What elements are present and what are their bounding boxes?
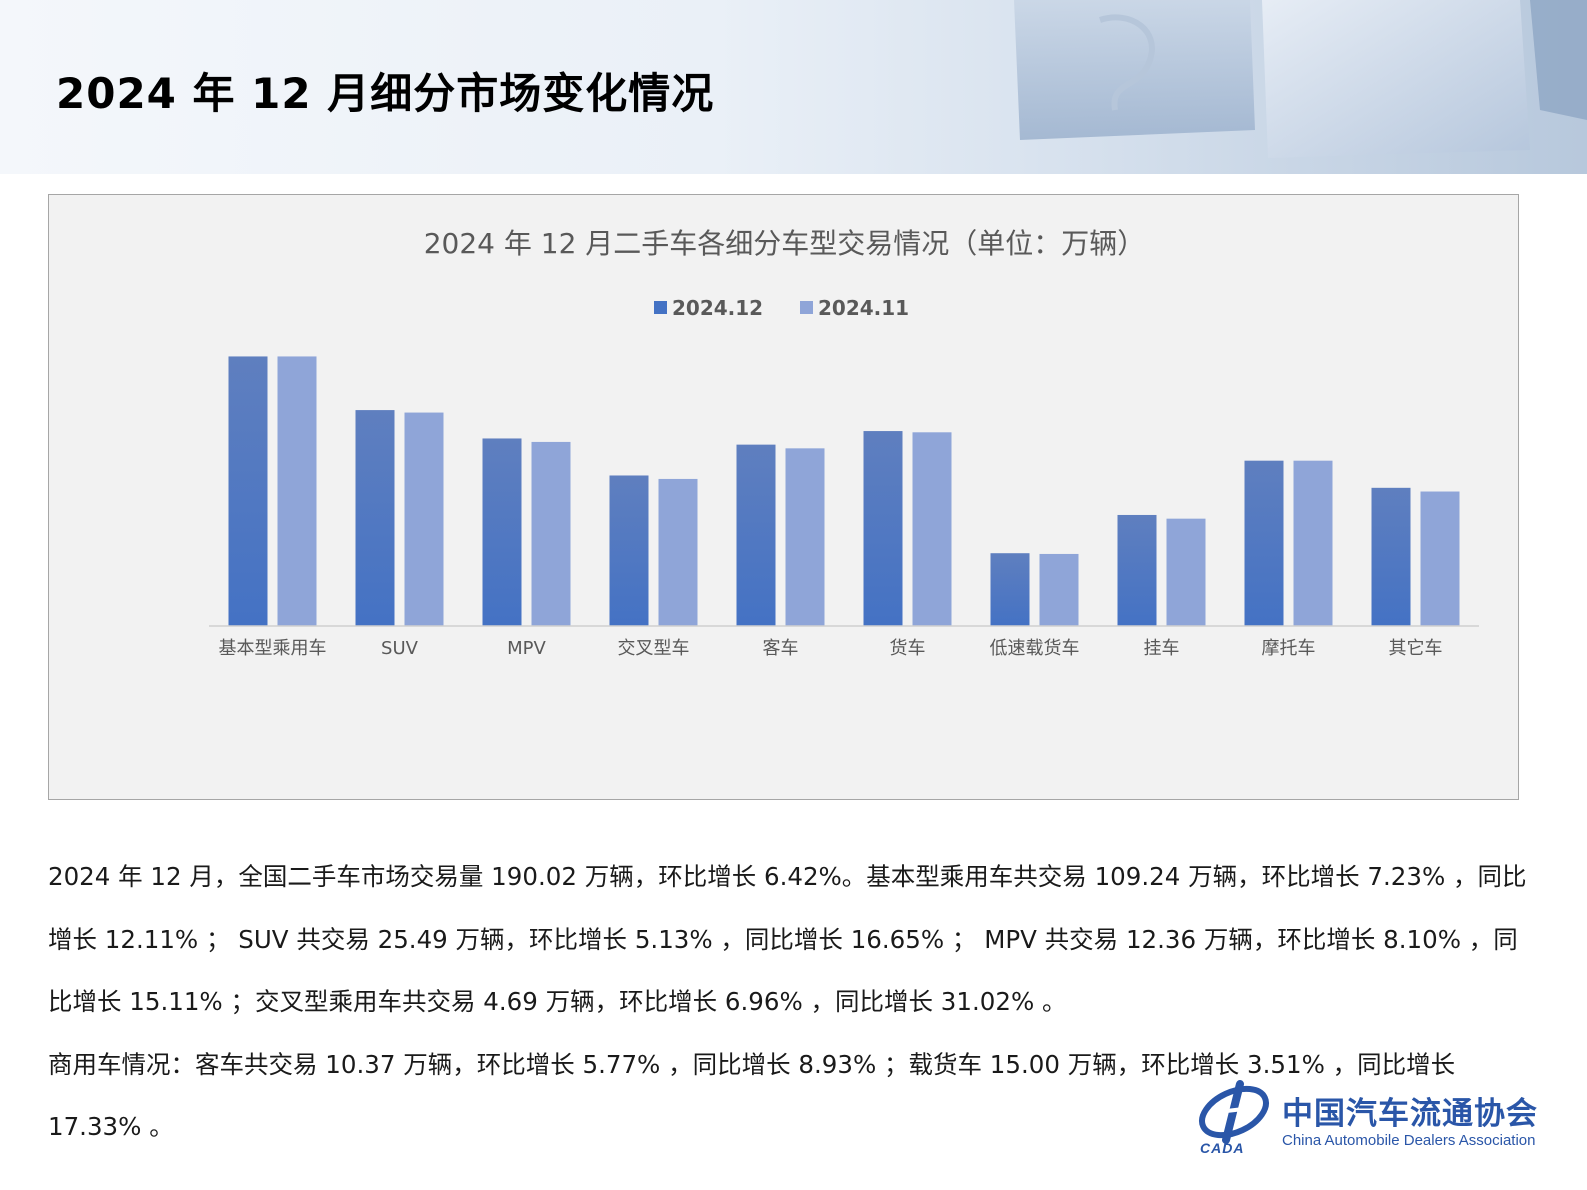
category-label-7: 挂车 xyxy=(1144,638,1180,659)
logo-name-cn: 中国汽车流通协会 xyxy=(1282,1096,1538,1132)
bar-2024.12-1 xyxy=(355,410,395,626)
legend-swatch-2024.12 xyxy=(654,301,667,314)
cube-decoration xyxy=(1014,0,1587,158)
bar-2024.11-1 xyxy=(404,412,444,626)
bar-2024.11-7 xyxy=(1166,518,1206,626)
bar-2024.12-8 xyxy=(1244,460,1284,626)
chart-container: 2024 年 12 月二手车各细分车型交易情况（单位：万辆） 2024.12 202… xyxy=(48,194,1519,800)
bar-2024.12-9 xyxy=(1371,487,1411,626)
summary-paragraph: 2024 年 12 月，全国二手车市场交易量 190.02 万辆，环比增长 6.… xyxy=(48,846,1528,1159)
category-label-1: SUV xyxy=(381,638,419,659)
page-title: 2024 年 12 月细分市场变化情况 xyxy=(56,69,715,118)
legend-label-2024.11: 2024.11 xyxy=(818,296,909,320)
bar-2024.12-6 xyxy=(990,553,1030,626)
category-label-6: 低速载货车 xyxy=(990,638,1080,659)
cada-emblem-icon xyxy=(1199,1080,1269,1144)
legend-swatch-2024.11 xyxy=(800,301,813,314)
bar-chart: 2024 年 12 月二手车各细分车型交易情况（单位：万辆） 2024.12 202… xyxy=(209,227,1479,659)
chart-title: 2024 年 12 月二手车各细分车型交易情况（单位：万辆） xyxy=(424,227,1146,260)
bar-2024.12-4 xyxy=(736,444,776,626)
bar-2024.12-0 xyxy=(228,356,268,626)
category-label-5: 货车 xyxy=(890,638,926,659)
bar-2024.11-8 xyxy=(1293,460,1333,626)
category-label-3: 交叉型车 xyxy=(618,638,690,659)
category-label-2: MPV xyxy=(507,638,546,659)
bar-2024.11-2 xyxy=(531,441,571,626)
category-label-4: 客车 xyxy=(763,638,799,659)
bar-2024.11-5 xyxy=(912,432,952,626)
bar-2024.11-3 xyxy=(658,478,698,626)
bar-2024.11-4 xyxy=(785,448,825,626)
category-label-9: 其它车 xyxy=(1389,638,1443,659)
cada-logo: CADA 中国汽车流通协会 China Automobile Dealers A… xyxy=(1196,1076,1576,1166)
category-label-0: 基本型乘用车 xyxy=(219,638,327,659)
bar-2024.12-2 xyxy=(482,438,522,626)
bar-2024.11-6 xyxy=(1039,553,1079,626)
category-label-8: 摩托车 xyxy=(1262,638,1316,659)
summary-text-1: 2024 年 12 月，全国二手车市场交易量 190.02 万辆，环比增长 6.… xyxy=(48,862,1527,1016)
bar-2024.12-3 xyxy=(609,475,649,626)
bar-2024.11-0 xyxy=(277,356,317,626)
logo-abbr: CADA xyxy=(1200,1140,1245,1156)
logo-name-en: China Automobile Dealers Association xyxy=(1282,1132,1536,1149)
legend-label-2024.12: 2024.12 xyxy=(672,296,763,320)
summary-text-2: 商用车情况：客车共交易 10.37 万辆，环比增长 5.77% ，同比增长 8.… xyxy=(48,1049,1456,1142)
bar-2024.11-9 xyxy=(1420,491,1460,626)
bar-2024.12-7 xyxy=(1117,514,1157,626)
bar-2024.12-5 xyxy=(863,431,903,626)
header-banner: 2024 年 12 月细分市场变化情况 xyxy=(0,0,1587,174)
